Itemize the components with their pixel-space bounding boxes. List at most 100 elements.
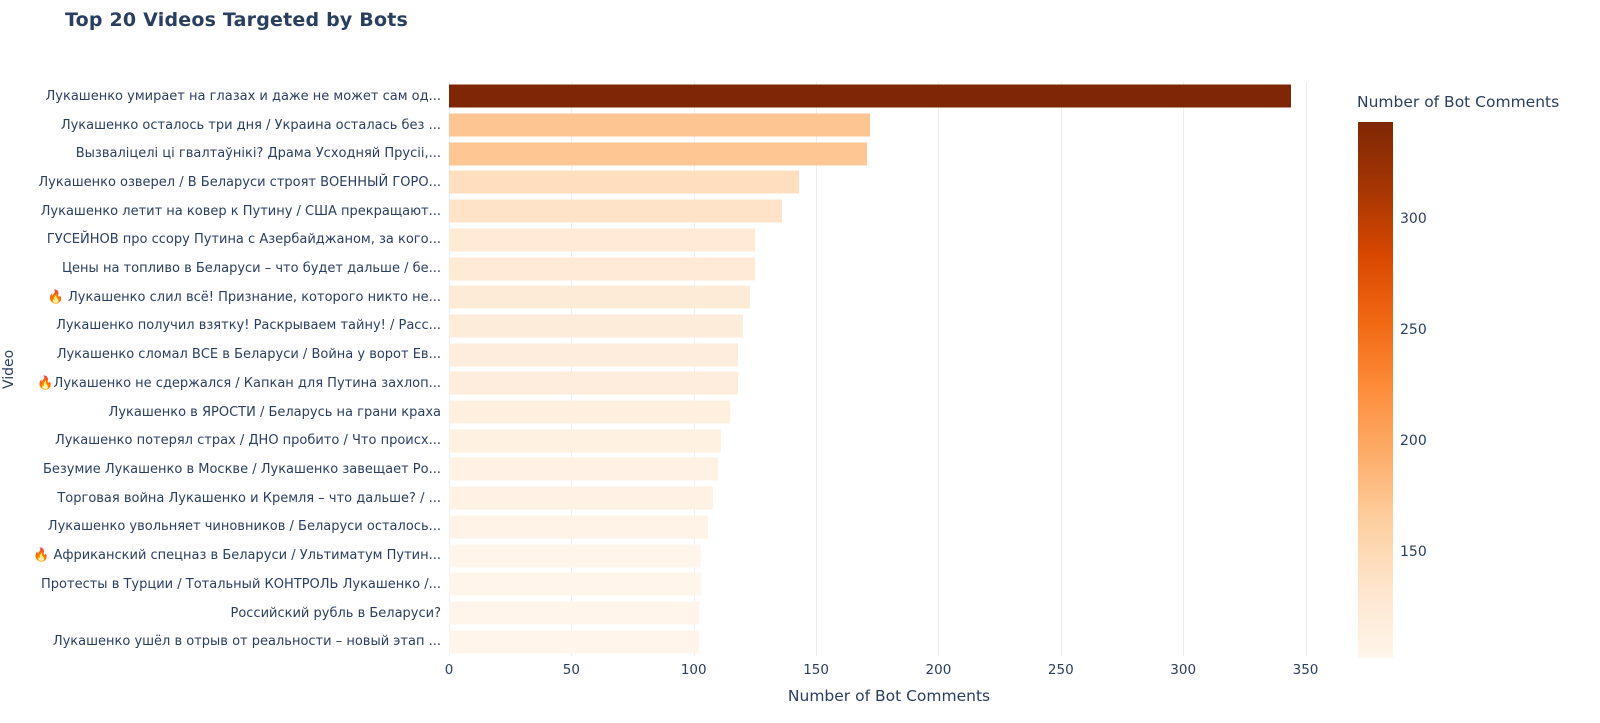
bar-row <box>449 197 1330 226</box>
bar-row <box>449 541 1330 570</box>
bar-row <box>449 627 1330 656</box>
y-axis-label-row: Цены на топливо в Беларуси – что будет д… <box>20 254 441 283</box>
bar-row <box>449 426 1330 455</box>
y-axis-label: Торговая война Лукашенко и Кремля – что … <box>57 490 441 506</box>
y-axis-label: Российский рубль в Беларуси? <box>230 605 441 621</box>
bar[interactable] <box>449 630 699 654</box>
y-axis-label: Лукашенко умирает на глазах и даже не мо… <box>45 88 441 104</box>
x-axis-tick-label: 250 <box>1047 662 1074 678</box>
y-axis-label: Вызваліцелі ці гвалтаўнікі? Драма Усходн… <box>75 146 441 162</box>
gridline <box>571 82 573 656</box>
bar-row <box>449 599 1330 628</box>
y-axis-label-row: Лукашенко ушёл в отрыв от реальности – н… <box>20 627 441 656</box>
x-axis-tick-label: 0 <box>444 662 454 678</box>
y-axis-labels: Лукашенко умирает на глазах и даже не мо… <box>20 82 441 656</box>
y-axis-label-row: Лукашенко осталось три дня / Украина ост… <box>20 111 441 140</box>
bar[interactable] <box>449 142 868 166</box>
y-axis-label-row: Вызваліцелі ці гвалтаўнікі? Драма Усходн… <box>20 139 441 168</box>
bar[interactable] <box>449 400 731 424</box>
colorbar-gradient <box>1358 122 1393 658</box>
bar[interactable] <box>449 572 702 596</box>
x-axis-title: Number of Bot Comments <box>787 687 991 705</box>
zero-line <box>449 82 450 656</box>
bar[interactable] <box>449 486 714 510</box>
y-axis-label-row: Лукашенко озверел / В Беларуси строят ВО… <box>20 168 441 197</box>
y-axis-label-row: 🔥Лукашенко не сдержался / Капкан для Пут… <box>20 369 441 398</box>
bar-row <box>449 226 1330 255</box>
y-axis-label-row: Лукашенко потерял страх / ДНО пробито / … <box>20 426 441 455</box>
y-axis-label: Лукашенко увольняет чиновников / Беларус… <box>47 519 441 535</box>
y-axis-label-row: Лукашенко сломал ВСЕ в Беларуси / Война … <box>20 340 441 369</box>
y-axis-label-row: Лукашенко летит на ковер к Путину / США … <box>20 197 441 226</box>
gridline <box>1060 82 1062 656</box>
y-axis-label: Лукашенко получил взятку! Раскрываем тай… <box>56 318 441 334</box>
bar[interactable] <box>449 371 738 395</box>
bar[interactable] <box>449 457 719 481</box>
bar-row <box>449 111 1330 140</box>
bar-row <box>449 484 1330 513</box>
bar[interactable] <box>449 113 870 137</box>
y-axis-label-row: Лукашенко умирает на глазах и даже не мо… <box>20 82 441 111</box>
y-axis-label: Протесты в Турции / Тотальный КОНТРОЛЬ Л… <box>41 576 441 592</box>
y-axis-label-row: Лукашенко увольняет чиновников / Беларус… <box>20 513 441 542</box>
bar-row <box>449 340 1330 369</box>
y-axis-label: Лукашенко ушёл в отрыв от реальности – н… <box>52 634 441 650</box>
bar-row <box>449 312 1330 341</box>
y-axis-label-row: Лукашенко получил взятку! Раскрываем тай… <box>20 312 441 341</box>
bar[interactable] <box>449 285 750 309</box>
y-axis-label: ГУСЕЙНОВ про ссору Путина с Азербайджано… <box>46 232 441 248</box>
bar[interactable] <box>449 84 1291 108</box>
y-axis-label: Лукашенко сломал ВСЕ в Беларуси / Война … <box>56 347 441 363</box>
bar-row <box>449 570 1330 599</box>
bars-container <box>449 82 1330 656</box>
bar[interactable] <box>449 343 738 367</box>
y-axis-label: Лукашенко озверел / В Беларуси строят ВО… <box>38 174 441 190</box>
y-axis-label-row: 🔥 Лукашенко слил всё! Признание, которог… <box>20 283 441 312</box>
x-axis-ticks: 0 50 100 150 200 250 300 350 <box>445 662 1330 680</box>
x-axis-tick-label: 100 <box>680 662 707 678</box>
gridline <box>1305 82 1307 656</box>
y-axis-label: Лукашенко летит на ковер к Путину / США … <box>40 203 441 219</box>
y-axis-label-row: Протесты в Турции / Тотальный КОНТРОЛЬ Л… <box>20 570 441 599</box>
y-axis-label: 🔥Лукашенко не сдержался / Капкан для Пут… <box>37 375 441 391</box>
y-axis-label-row: Лукашенко в ЯРОСТИ / Беларусь на грани к… <box>20 398 441 427</box>
y-axis-label-row: Торговая война Лукашенко и Кремля – что … <box>20 484 441 513</box>
x-axis-tick-label: 150 <box>803 662 829 678</box>
y-axis-label: Лукашенко в ЯРОСТИ / Беларусь на грани к… <box>108 404 441 420</box>
y-axis-label: Безумие Лукашенко в Москве / Лукашенко з… <box>42 461 441 477</box>
bar[interactable] <box>449 257 755 281</box>
colorbar-tick-label: 250 <box>1400 322 1427 339</box>
bar[interactable] <box>449 429 721 453</box>
colorbar-tick-label: 300 <box>1400 211 1427 228</box>
y-axis-title: Video <box>1 349 17 389</box>
y-axis-label-row: Безумие Лукашенко в Москве / Лукашенко з… <box>20 455 441 484</box>
bar[interactable] <box>449 544 702 568</box>
bar-row <box>449 82 1330 111</box>
bar-row <box>449 283 1330 312</box>
gridline <box>1183 82 1185 656</box>
bar-row <box>449 369 1330 398</box>
bar[interactable] <box>449 199 782 223</box>
y-axis-label-row: 🔥 Африканский спецназ в Беларуси / Ульти… <box>20 541 441 570</box>
bar[interactable] <box>449 228 755 252</box>
y-axis-label-row: Российский рубль в Беларуси? <box>20 599 441 628</box>
y-axis-label: Цены на топливо в Беларуси – что будет д… <box>61 261 441 277</box>
bar-row <box>449 168 1330 197</box>
chart-title: Top 20 Videos Targeted by Bots <box>65 9 409 31</box>
colorbar-tick-label: 150 <box>1400 543 1427 560</box>
bar-row <box>449 455 1330 484</box>
x-axis-tick-label: 350 <box>1292 662 1319 678</box>
y-axis-label: 🔥 Лукашенко слил всё! Признание, которог… <box>47 289 441 305</box>
bar[interactable] <box>449 601 699 625</box>
y-axis-label: 🔥 Африканский спецназ в Беларуси / Ульти… <box>33 548 441 564</box>
colorbar-ticks: 150 200 250 300 <box>1400 122 1460 658</box>
colorbar-tick-label: 200 <box>1400 432 1427 449</box>
y-axis-label-row: ГУСЕЙНОВ про ссору Путина с Азербайджано… <box>20 226 441 255</box>
bar[interactable] <box>449 515 709 539</box>
plot-area <box>449 82 1330 656</box>
gridline <box>938 82 940 656</box>
bar-row <box>449 254 1330 283</box>
bar[interactable] <box>449 170 799 194</box>
bar[interactable] <box>449 314 743 338</box>
